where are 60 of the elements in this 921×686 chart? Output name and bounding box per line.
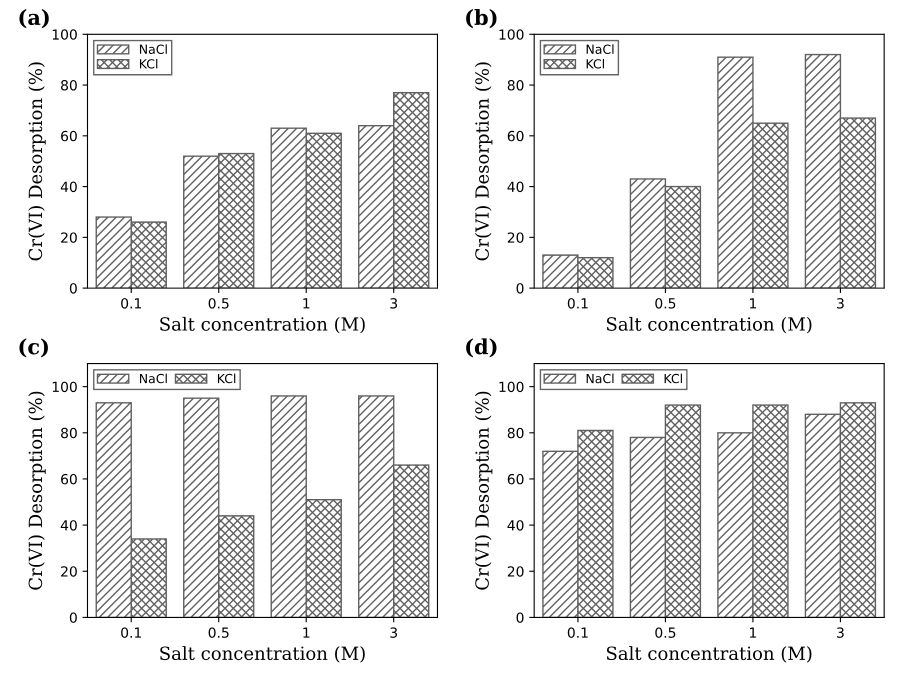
chart-title: (d) xyxy=(466,338,496,358)
y-tick-label: 80 xyxy=(61,428,77,438)
y-axis-title: Cr(VI) Desorption (%) xyxy=(28,392,46,590)
y-axis-title: Cr(VI) Desorption (%) xyxy=(28,62,46,260)
x-tick-label: 0.5 xyxy=(655,627,676,638)
legend-label: NaCl xyxy=(140,44,167,54)
x-tick-label: 0.5 xyxy=(655,298,676,309)
y-tick-label: 60 xyxy=(61,130,77,142)
y-tick-label: 80 xyxy=(508,80,524,91)
x-tick-label: 1 xyxy=(750,298,756,308)
x-tick-label: 0.1 xyxy=(568,298,588,309)
y-tick-label: 0 xyxy=(516,283,524,294)
x-axis-title: Salt concentration (M) xyxy=(606,646,812,663)
y-tick-label: 0 xyxy=(70,283,77,294)
x-tick-label: 0.1 xyxy=(568,627,588,638)
y-tick-label: 100 xyxy=(52,29,77,40)
y-tick-label: 80 xyxy=(61,80,77,91)
y-tick-label: 20 xyxy=(61,566,77,577)
y-tick-label: 20 xyxy=(61,232,77,243)
y-tick-label: 80 xyxy=(508,428,524,438)
x-tick-label: 0.1 xyxy=(121,298,142,309)
x-axis-title: Salt concentration (M) xyxy=(160,646,365,663)
y-tick-label: 20 xyxy=(508,566,524,577)
x-tick-label: 3 xyxy=(390,627,398,638)
x-tick-label: 3 xyxy=(837,627,844,638)
y-tick-label: 40 xyxy=(507,182,524,192)
x-tick-label: 1 xyxy=(303,628,310,638)
legend-label: KCl xyxy=(140,58,158,69)
x-tick-label: 1 xyxy=(303,298,310,308)
legend-label: NaCl xyxy=(140,374,167,384)
legend-label: KCl xyxy=(218,374,236,384)
legend-label: NaCl xyxy=(586,44,614,54)
x-tick-label: 1 xyxy=(750,628,756,638)
y-tick-label: 60 xyxy=(61,474,77,484)
y-tick-label: 0 xyxy=(516,612,524,623)
y-tick-label: 20 xyxy=(508,232,524,243)
x-axis-title: Salt concentration (M) xyxy=(606,316,812,334)
y-axis-title: Cr(VI) Desorption (%) xyxy=(474,392,492,590)
chart-title: (c) xyxy=(19,338,48,358)
legend-label: KCl xyxy=(664,374,682,384)
y-tick-label: 100 xyxy=(499,29,524,40)
x-axis-title: Salt concentration (M) xyxy=(160,316,365,334)
y-axis-title: Cr(VI) Desorption (%) xyxy=(474,62,492,260)
legend-label: KCl xyxy=(586,58,604,69)
y-tick-label: 40 xyxy=(60,182,77,192)
x-tick-label: 3 xyxy=(837,298,844,309)
x-tick-label: 0.5 xyxy=(208,298,229,309)
x-tick-label: 0.5 xyxy=(208,627,229,638)
y-tick-label: 60 xyxy=(508,130,524,142)
y-tick-label: 40 xyxy=(60,520,77,531)
y-tick-label: 100 xyxy=(52,382,77,392)
chart-title: (b) xyxy=(466,9,496,28)
chart-title: (a) xyxy=(19,9,49,28)
x-tick-label: 0.1 xyxy=(121,627,142,638)
y-tick-label: 60 xyxy=(508,474,524,484)
y-tick-label: 0 xyxy=(70,612,77,623)
x-tick-label: 3 xyxy=(390,298,398,309)
y-tick-label: 100 xyxy=(499,382,524,392)
legend-label: NaCl xyxy=(586,374,614,384)
y-tick-label: 40 xyxy=(507,520,524,531)
